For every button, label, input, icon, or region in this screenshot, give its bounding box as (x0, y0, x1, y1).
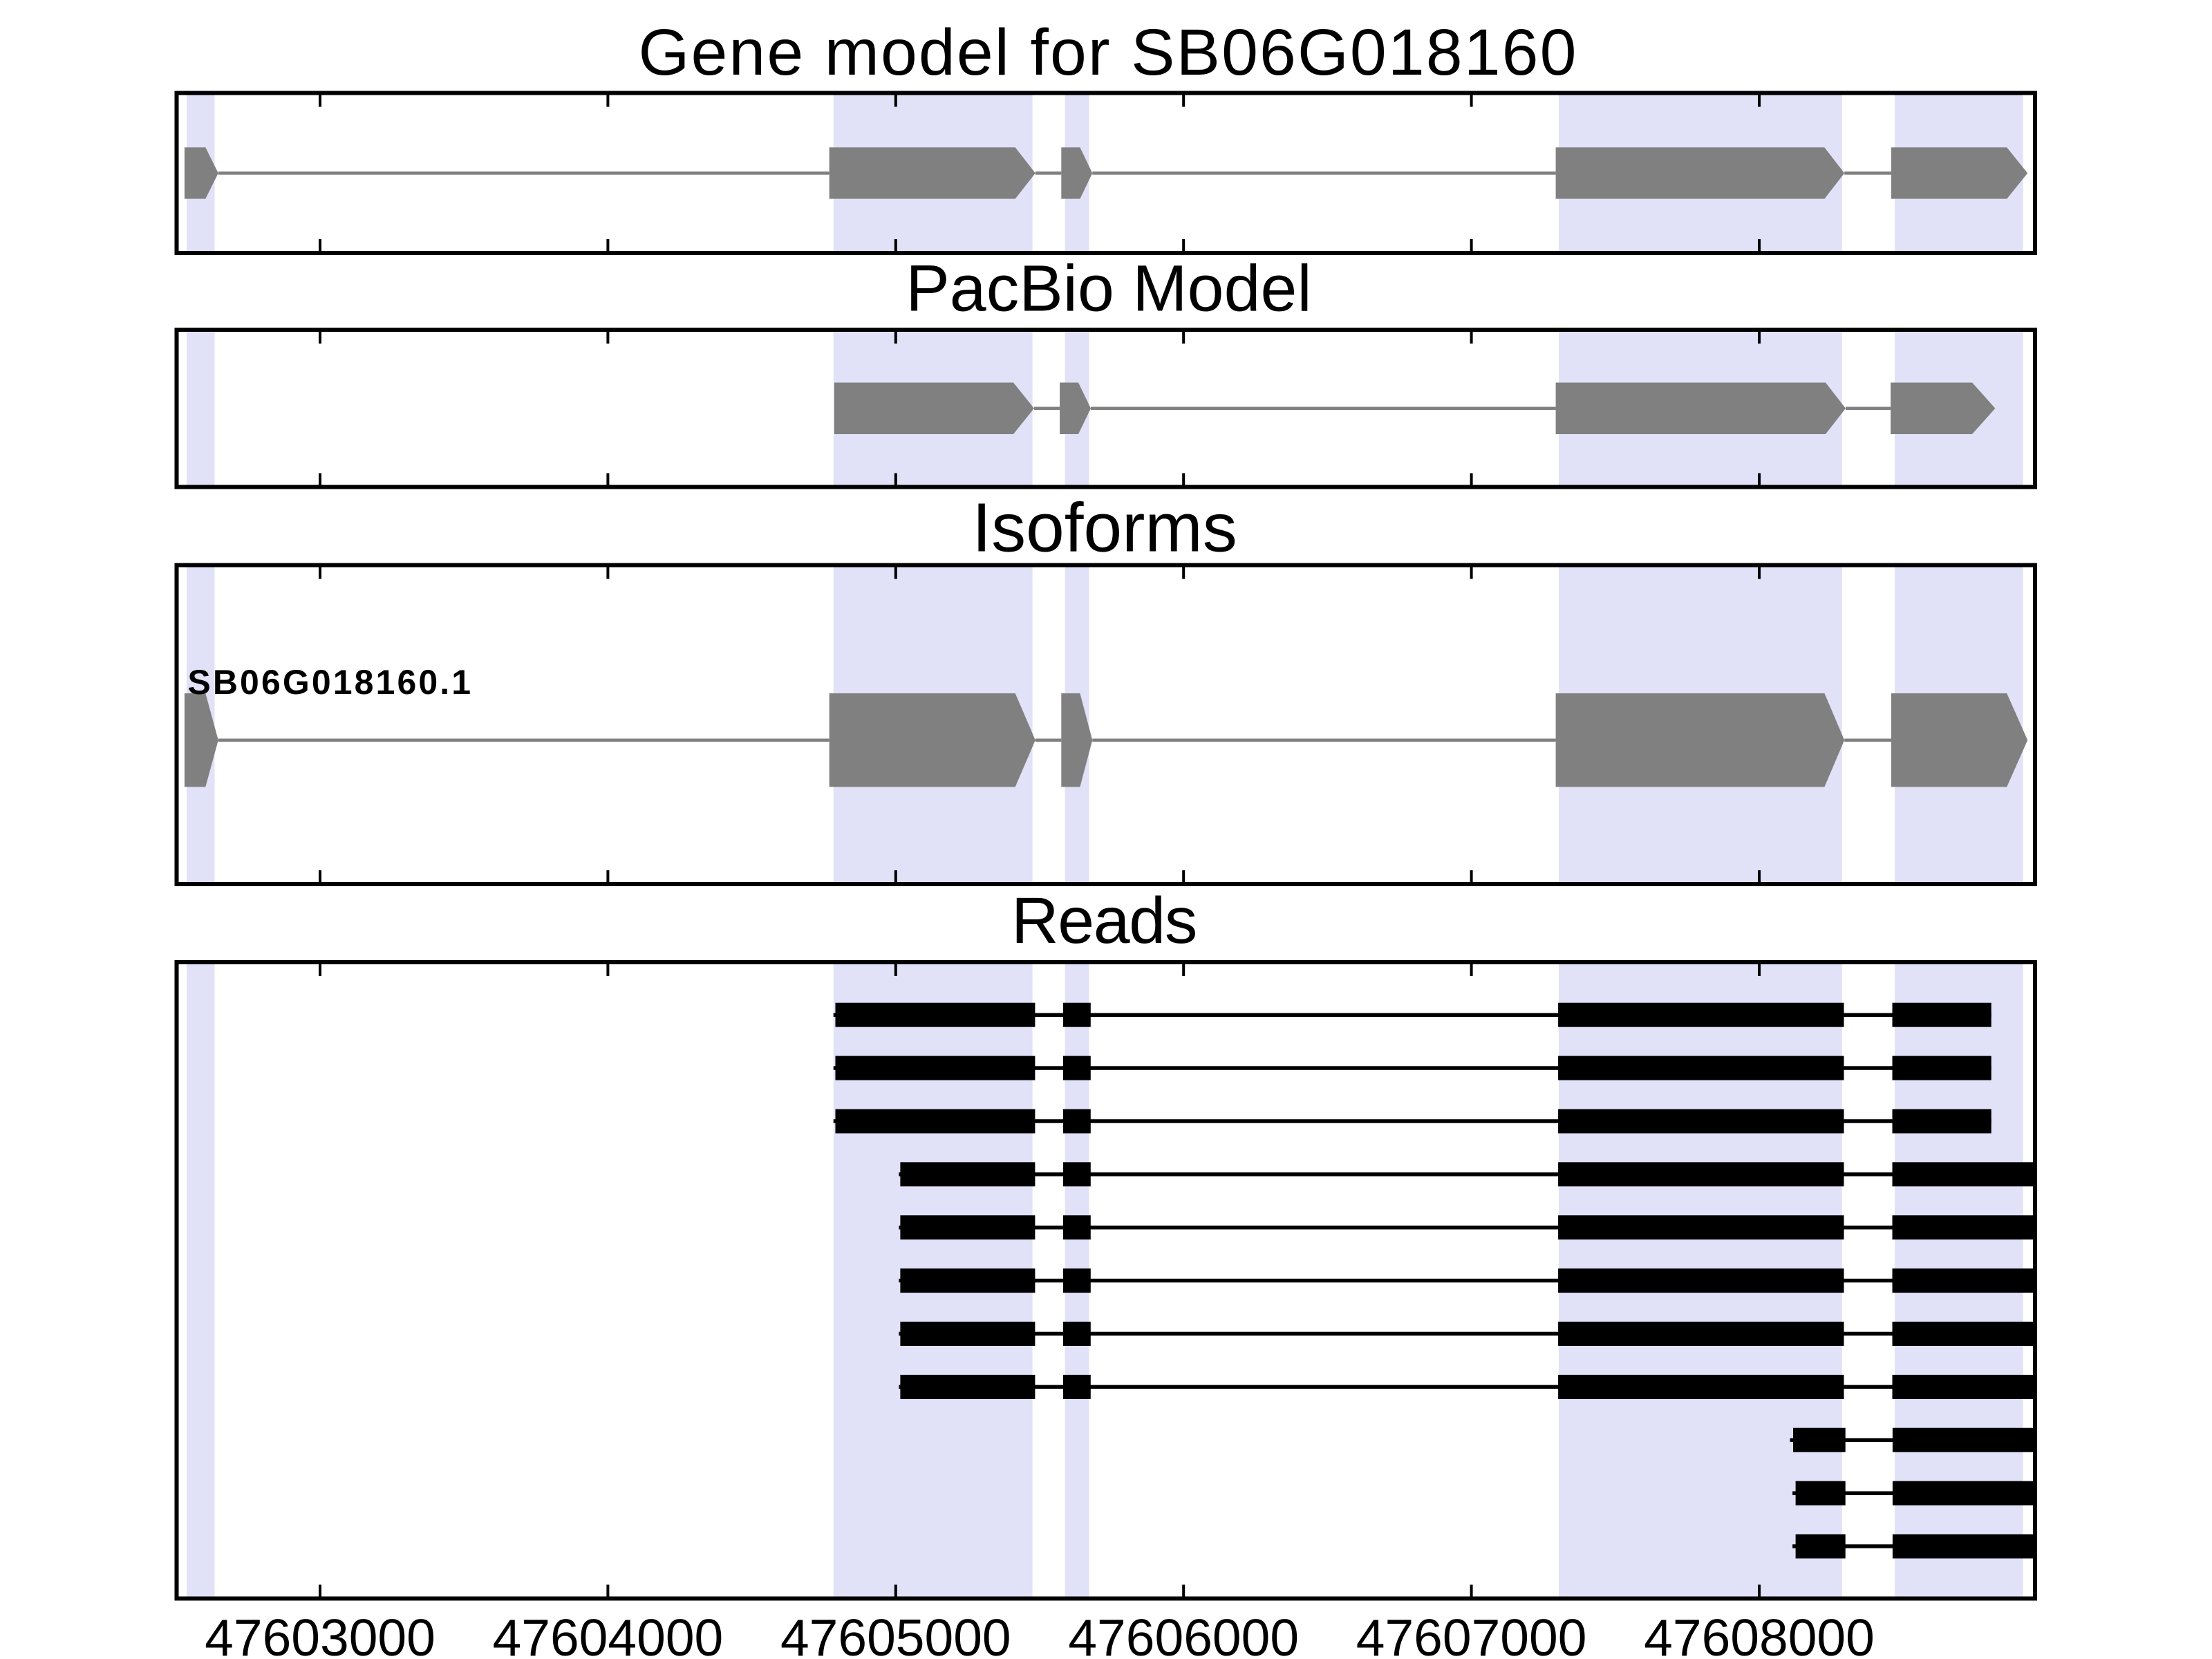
svg-text:47608000: 47608000 (1644, 1609, 1875, 1659)
svg-text:SB06G018160.1: SB06G018160.1 (187, 663, 473, 702)
svg-text:47604000: 47604000 (493, 1609, 724, 1659)
svg-text:Isoforms: Isoforms (972, 489, 1237, 567)
svg-text:47606000: 47606000 (1068, 1609, 1299, 1659)
svg-text:47605000: 47605000 (780, 1609, 1011, 1659)
svg-text:47607000: 47607000 (1356, 1609, 1587, 1659)
svg-text:PacBio Model: PacBio Model (906, 252, 1311, 326)
svg-text:47603000: 47603000 (205, 1609, 435, 1659)
svg-text:Gene model for SB06G018160: Gene model for SB06G018160 (638, 16, 1577, 89)
svg-text:Reads: Reads (1011, 884, 1197, 957)
